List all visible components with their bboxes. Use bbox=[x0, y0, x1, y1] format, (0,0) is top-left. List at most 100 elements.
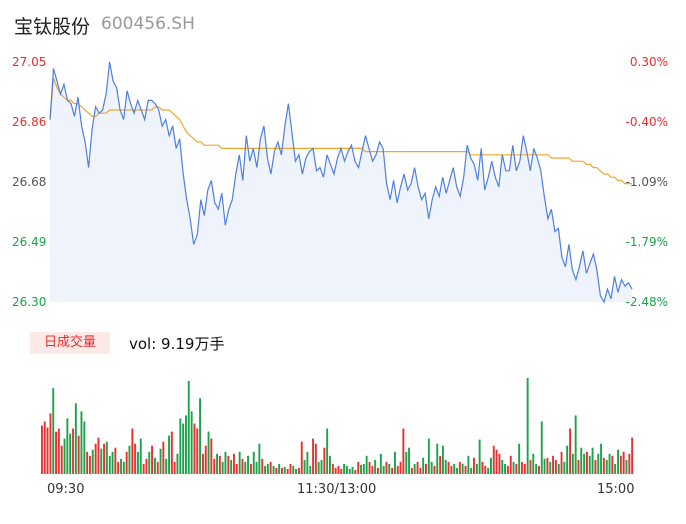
volume-bar bbox=[292, 465, 295, 474]
volume-bar bbox=[518, 443, 521, 474]
volume-bar bbox=[506, 465, 509, 474]
volume-bar bbox=[399, 461, 402, 474]
volume-bar bbox=[77, 435, 80, 474]
volume-bar bbox=[148, 451, 151, 474]
volume-bar bbox=[368, 461, 371, 474]
volume-bar bbox=[523, 463, 526, 474]
volume-bar bbox=[323, 447, 326, 474]
volume-bar bbox=[329, 455, 331, 474]
volume-bar bbox=[156, 461, 159, 474]
volume-bar bbox=[608, 453, 611, 474]
volume-bar bbox=[261, 458, 264, 474]
volume-bar bbox=[388, 463, 391, 474]
volume-bar bbox=[408, 447, 410, 474]
volume-bar bbox=[69, 433, 72, 474]
volume-bar bbox=[413, 463, 416, 474]
volume-bar bbox=[526, 378, 529, 474]
volume-bar bbox=[481, 461, 484, 474]
volume-bar bbox=[142, 463, 145, 474]
volume-bar bbox=[111, 451, 114, 474]
volume-bar bbox=[55, 431, 57, 474]
volume-bar bbox=[543, 458, 546, 474]
volume-bar bbox=[108, 455, 111, 474]
volume-bar bbox=[560, 451, 563, 474]
volume-bar bbox=[103, 443, 105, 474]
volume-bar bbox=[509, 455, 512, 474]
volume-bar bbox=[63, 438, 66, 474]
volume-bar bbox=[478, 439, 481, 474]
volume-bar bbox=[275, 467, 278, 474]
volume-bar bbox=[122, 461, 125, 474]
volume-bar bbox=[566, 445, 569, 474]
volume-bar bbox=[250, 463, 252, 474]
volume-bar bbox=[83, 421, 86, 474]
volume-bar bbox=[230, 459, 233, 474]
x-tick-2: 15:00 bbox=[597, 482, 635, 497]
volume-bar bbox=[405, 451, 408, 474]
volume-bar bbox=[464, 465, 467, 474]
volume-bar bbox=[362, 463, 365, 474]
volume-bar bbox=[351, 466, 354, 474]
volume-bar bbox=[554, 459, 557, 474]
volume-bar bbox=[303, 459, 306, 474]
volume-bar bbox=[436, 443, 439, 474]
volume-bar bbox=[179, 418, 182, 474]
volume-bar bbox=[619, 455, 622, 474]
volume-bar bbox=[538, 465, 540, 474]
volume-bar bbox=[289, 463, 292, 474]
volume-bar bbox=[182, 423, 185, 474]
volume-bar bbox=[447, 461, 450, 474]
volume-bar bbox=[622, 451, 625, 474]
volume-bar bbox=[605, 459, 608, 474]
y-left-tick-1: 26.86 bbox=[12, 115, 47, 129]
y-left-tick-0: 27.05 bbox=[12, 55, 47, 69]
volume-bar bbox=[416, 461, 419, 474]
volume-bar bbox=[145, 458, 148, 474]
volume-bar bbox=[343, 463, 345, 474]
volume-bar bbox=[394, 451, 396, 474]
volume-bar bbox=[504, 463, 506, 474]
volume-bar bbox=[334, 467, 337, 474]
volume-bar bbox=[43, 421, 46, 474]
volume-bar bbox=[72, 428, 74, 474]
volume-bar bbox=[597, 453, 600, 474]
y-right-tick-0: 0.30% bbox=[629, 55, 668, 69]
volume-bar bbox=[281, 467, 283, 474]
volume-bar bbox=[498, 453, 501, 474]
volume-bar bbox=[193, 423, 196, 474]
volume-bar bbox=[563, 461, 566, 474]
volume-bar bbox=[515, 463, 518, 474]
volume-bar bbox=[337, 465, 340, 474]
x-tick-1: 11:30/13:00 bbox=[297, 482, 377, 497]
volume-bar bbox=[134, 443, 137, 474]
volume-bar bbox=[450, 465, 453, 474]
volume-bar bbox=[233, 453, 235, 474]
volume-bar bbox=[490, 457, 492, 474]
volume-bar bbox=[170, 431, 173, 474]
volume-bar bbox=[114, 447, 117, 474]
volume-bar bbox=[340, 468, 343, 474]
volume-bar bbox=[168, 435, 170, 474]
volume-bar bbox=[120, 458, 122, 474]
volume-bar bbox=[312, 438, 314, 474]
volume-bar bbox=[377, 467, 379, 474]
volume-bar bbox=[631, 437, 634, 474]
volume-tag[interactable]: 日成交量 bbox=[30, 332, 110, 354]
volume-bar bbox=[346, 465, 348, 474]
stock-name: 宝钛股份 bbox=[14, 16, 91, 38]
volume-bar bbox=[365, 455, 368, 474]
y-right-tick-2: -1.09% bbox=[625, 175, 668, 189]
volume-bar bbox=[614, 463, 617, 474]
volume-bar bbox=[207, 431, 210, 474]
volume-bar bbox=[80, 411, 83, 474]
volume-bar bbox=[549, 461, 552, 474]
volume-bar bbox=[535, 463, 538, 474]
volume-bar bbox=[371, 465, 374, 474]
volume-bar bbox=[444, 459, 447, 474]
volume-bar bbox=[52, 388, 55, 474]
volume-bar bbox=[439, 455, 442, 474]
volume-bar bbox=[105, 441, 108, 474]
volume-bar bbox=[49, 413, 52, 474]
volume-bar bbox=[74, 403, 77, 474]
